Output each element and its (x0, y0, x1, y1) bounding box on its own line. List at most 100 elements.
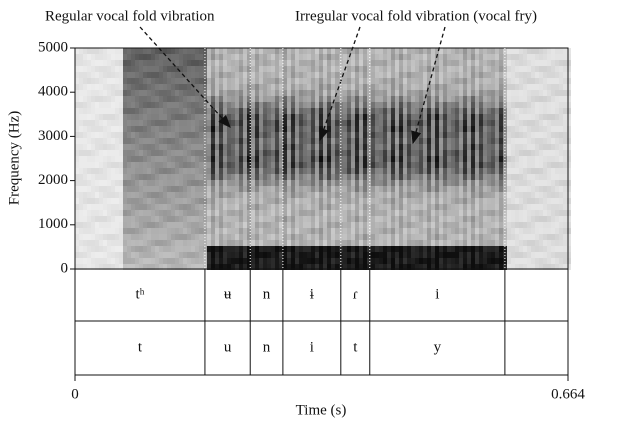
tier-label: i (435, 286, 439, 302)
spectrogram-cell (563, 216, 567, 222)
spectrogram-cell (475, 90, 479, 96)
spectrogram-cell (427, 210, 431, 216)
spectrogram-cell (555, 84, 559, 90)
spectrogram-cell (99, 198, 103, 204)
spectrogram-cell (427, 234, 431, 240)
spectrogram-cell (123, 48, 127, 54)
spectrogram-cell (211, 126, 215, 132)
spectrogram-cell (419, 96, 423, 102)
spectrogram-cell (559, 108, 563, 114)
spectrogram-cell (459, 150, 463, 156)
spectrogram-cell (179, 174, 183, 180)
spectrogram-cell (471, 258, 475, 264)
spectrogram-cell (495, 114, 499, 120)
spectrogram-cell (515, 150, 519, 156)
spectrogram-cell (159, 180, 163, 186)
spectrogram-cell (255, 48, 259, 54)
spectrogram-cell (523, 168, 527, 174)
spectrogram-cell (95, 84, 99, 90)
spectrogram-cell (271, 234, 275, 240)
spectrogram-cell (199, 84, 203, 90)
spectrogram-cell (491, 90, 495, 96)
spectrogram-cell (539, 84, 543, 90)
spectrogram-cell (303, 168, 307, 174)
spectrogram-cell (143, 108, 147, 114)
spectrogram-cell (315, 144, 319, 150)
spectrogram-cell (231, 156, 235, 162)
spectrogram-cell (523, 246, 527, 252)
spectrogram-cell (459, 78, 463, 84)
spectrogram-cell (87, 84, 91, 90)
spectrogram-cell (487, 192, 491, 198)
spectrogram-cell (135, 264, 139, 270)
spectrogram-cell (407, 72, 411, 78)
spectrogram-cell (371, 180, 375, 186)
spectrogram-cell (567, 48, 571, 54)
spectrogram-cell (451, 144, 455, 150)
spectrogram-cell (519, 246, 523, 252)
spectrogram-cell (295, 108, 299, 114)
spectrogram-cell (331, 204, 335, 210)
spectrogram-cell (227, 150, 231, 156)
spectrogram-cell (367, 228, 371, 234)
spectrogram-cell (143, 48, 147, 54)
spectrogram-cell (523, 60, 527, 66)
spectrogram-cell (107, 108, 111, 114)
spectrogram-cell (187, 96, 191, 102)
spectrogram-cell (283, 108, 287, 114)
spectrogram-cell (475, 234, 479, 240)
spectrogram-cell (103, 222, 107, 228)
spectrogram-cell (279, 48, 283, 54)
spectrogram-cell (143, 246, 147, 252)
spectrogram-cell (495, 126, 499, 132)
spectrogram-cell (207, 66, 211, 72)
spectrogram-cell (447, 132, 451, 138)
spectrogram-cell (87, 204, 91, 210)
spectrogram-cell (271, 48, 275, 54)
spectrogram-cell (443, 192, 447, 198)
spectrogram-cell (527, 216, 531, 222)
spectrogram-cell (275, 246, 279, 252)
spectrogram-cell (275, 228, 279, 234)
spectrogram-cell (327, 120, 331, 126)
spectrogram-cell (523, 132, 527, 138)
spectrogram-cell (239, 144, 243, 150)
spectrogram-cell (451, 162, 455, 168)
spectrogram-cell (423, 210, 427, 216)
spectrogram-cell (307, 204, 311, 210)
spectrogram-cell (179, 60, 183, 66)
spectrogram-cell (171, 192, 175, 198)
spectrogram-cell (271, 114, 275, 120)
spectrogram-cell (475, 186, 479, 192)
spectrogram-cell (527, 150, 531, 156)
spectrogram-cell (427, 168, 431, 174)
spectrogram-cell (79, 144, 83, 150)
spectrogram-cell (175, 186, 179, 192)
spectrogram-cell (403, 186, 407, 192)
spectrogram-cell (359, 60, 363, 66)
spectrogram-cell (199, 132, 203, 138)
spectrogram-cell (475, 210, 479, 216)
spectrogram-cell (391, 126, 395, 132)
spectrogram-cell (387, 84, 391, 90)
spectrogram-cell (143, 228, 147, 234)
spectrogram-cell (399, 150, 403, 156)
spectrogram-cell (95, 258, 99, 264)
spectrogram-cell (531, 72, 535, 78)
spectrogram-cell (211, 168, 215, 174)
spectrogram-cell (259, 258, 263, 264)
spectrogram-cell (371, 198, 375, 204)
spectrogram-cell (479, 114, 483, 120)
spectrogram-cell (479, 180, 483, 186)
spectrogram-cell (395, 96, 399, 102)
spectrogram-cell (507, 150, 511, 156)
spectrogram-cell (167, 210, 171, 216)
spectrogram-cell (303, 108, 307, 114)
spectrogram-cell (159, 72, 163, 78)
spectrogram-cell (91, 150, 95, 156)
spectrogram-cell (467, 96, 471, 102)
spectrogram-cell (147, 114, 151, 120)
spectrogram-cell (527, 84, 531, 90)
spectrogram-cell (279, 210, 283, 216)
spectrogram-cell (323, 174, 327, 180)
